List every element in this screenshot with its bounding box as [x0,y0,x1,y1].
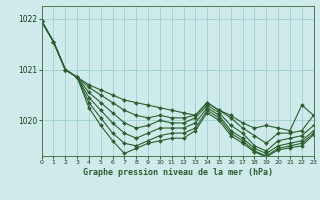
X-axis label: Graphe pression niveau de la mer (hPa): Graphe pression niveau de la mer (hPa) [83,168,273,177]
